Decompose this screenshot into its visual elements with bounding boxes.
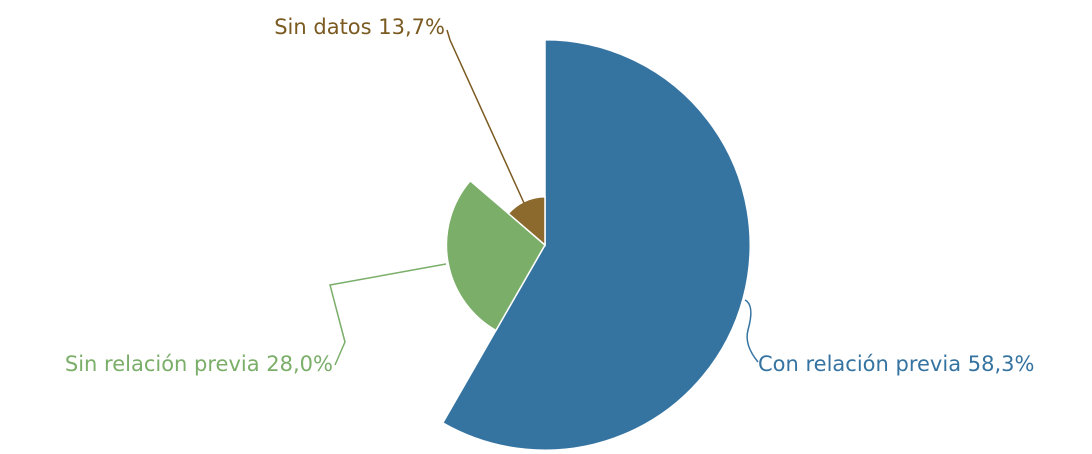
category-label: Con relación previa bbox=[758, 352, 961, 376]
slice-label: Con relación previa 58,3% bbox=[758, 352, 1034, 376]
category-label: Sin datos bbox=[274, 15, 371, 39]
leader-line bbox=[329, 263, 447, 366]
slices bbox=[441, 39, 751, 451]
slice-label: Sin datos 13,7% bbox=[274, 15, 445, 39]
slice-label: Sin relación previa 28,0% bbox=[65, 352, 333, 376]
category-label: Sin relación previa bbox=[65, 352, 260, 376]
slice bbox=[507, 196, 546, 247]
slice bbox=[445, 179, 546, 332]
leader-line bbox=[446, 29, 525, 204]
value-label: 58,3% bbox=[968, 352, 1035, 376]
value-label: 13,7% bbox=[378, 15, 445, 39]
leader-line bbox=[744, 299, 759, 363]
value-label: 28,0% bbox=[266, 352, 333, 376]
slice bbox=[441, 39, 751, 451]
